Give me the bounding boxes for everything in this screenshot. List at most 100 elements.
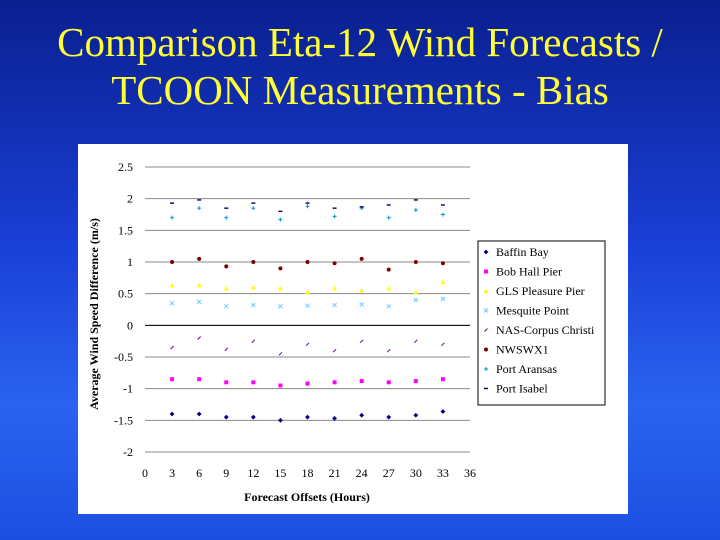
data-point (359, 339, 364, 344)
data-point (197, 256, 202, 261)
legend-label: Bob Hall Pier (496, 265, 562, 279)
data-point (278, 286, 283, 291)
data-point (278, 303, 283, 309)
y-tick-label: 2.5 (118, 160, 133, 174)
legend-marker-stroke (484, 328, 488, 332)
x-tick-label: 12 (247, 466, 259, 480)
data-point (197, 206, 202, 211)
data-point-stroke (386, 348, 391, 353)
y-axis-label: Average Wind Speed Difference (m/s) (87, 218, 101, 410)
data-point-stroke (278, 351, 283, 356)
data-point (359, 412, 365, 418)
data-point (278, 217, 283, 222)
grid-layer (145, 166, 470, 453)
data-point (413, 379, 418, 384)
x-tick-label: 21 (329, 466, 341, 480)
data-point (197, 336, 202, 340)
data-point (305, 204, 310, 209)
data-point-stroke (332, 348, 337, 353)
y-tick-label: -2 (123, 445, 133, 459)
data-point-stroke (169, 300, 175, 306)
data-point (413, 260, 418, 264)
legend-label: Port Aransas (496, 362, 557, 376)
data-point-stroke (196, 299, 202, 305)
x-tick-label: 33 (437, 466, 449, 480)
legend-marker (483, 249, 489, 255)
data-point (278, 351, 283, 356)
legend-marker (484, 347, 488, 352)
data-point (305, 303, 310, 309)
data-point (250, 284, 256, 290)
legend-marker (483, 308, 489, 313)
data-point (413, 297, 419, 303)
data-point (170, 377, 175, 382)
slide-title-line-1: Comparison Eta-12 Wind Forecasts / (57, 19, 663, 65)
data-point-stroke (223, 303, 229, 309)
data-point (332, 286, 337, 291)
data-point (440, 261, 445, 266)
legend-label: Mesquite Point (496, 304, 570, 318)
legend-label: NAS-Corpus Christi (496, 323, 595, 337)
legend-label: GLS Pleasure Pier (496, 284, 585, 298)
legend-label: Port Isabel (496, 382, 548, 396)
data-point-stroke (250, 302, 256, 308)
data-point (278, 383, 283, 388)
wind-bias-chart: 2.521.510.50-0.5-1-1.5-20 3 6 9 12 15 18 21 24 27… (87, 160, 606, 504)
legend-box (477, 240, 606, 406)
x-tick-label: 36 (464, 466, 476, 480)
x-tick-label: 6 (196, 466, 202, 480)
data-point (170, 345, 174, 350)
points-layer (169, 199, 446, 423)
data-point (305, 381, 310, 386)
data-point (386, 267, 391, 272)
legend-label: NWSWX1 (496, 343, 549, 357)
data-point (196, 411, 202, 417)
data-point (332, 416, 337, 421)
data-point (170, 215, 175, 220)
chart-panel: 2.5 2 1.5 1 0.5 0 -0.5 -1 -1.5 -2 0 3 6 9 12 15 18 21 24 27… (78, 144, 628, 514)
data-point (441, 342, 445, 347)
data-point (250, 302, 256, 308)
data-point (386, 303, 392, 309)
x-tick-label: 15 (274, 466, 286, 480)
data-point (196, 282, 202, 288)
x-tick-label: 30 (410, 466, 422, 480)
data-point (197, 377, 202, 382)
data-point (223, 414, 229, 420)
slide-title: Comparison Eta-12 Wind Forecasts / TCOON… (0, 18, 720, 114)
data-point (386, 286, 392, 291)
y-tick-label: 0.5 (118, 287, 133, 301)
data-point (224, 264, 229, 269)
data-point (305, 342, 310, 347)
data-point-stroke (224, 347, 229, 352)
data-point-stroke (413, 297, 419, 303)
legend: Baffin Bay Bob Hall Pier GLS Pleasure Pier… (477, 240, 606, 406)
data-point (305, 414, 310, 420)
data-point (250, 414, 256, 420)
data-point (386, 414, 392, 420)
x-tick-label: 0 (142, 466, 148, 480)
data-point-stroke (305, 342, 310, 347)
legend-label: Baffin Bay (496, 245, 549, 259)
data-point (169, 411, 175, 417)
data-point-stroke (251, 339, 256, 344)
data-point (359, 379, 364, 384)
x-tick-label: 24 (356, 466, 368, 480)
data-point (169, 282, 175, 288)
data-point (332, 380, 337, 385)
data-point (332, 214, 337, 219)
data-point (224, 215, 229, 220)
legend-marker (484, 269, 488, 274)
data-point (386, 380, 391, 385)
legend-marker (484, 367, 488, 371)
data-point (223, 286, 229, 291)
data-point-stroke (441, 342, 445, 347)
data-point (359, 302, 365, 307)
data-point (251, 380, 256, 385)
x-tick-label: 3 (169, 466, 175, 480)
legend-marker-stroke (483, 308, 489, 313)
data-point (332, 261, 337, 266)
data-point-stroke (170, 345, 174, 350)
slide-title-line-2: TCOON Measurements - Bias (111, 67, 609, 113)
y-tick-label: -0.5 (114, 350, 133, 364)
